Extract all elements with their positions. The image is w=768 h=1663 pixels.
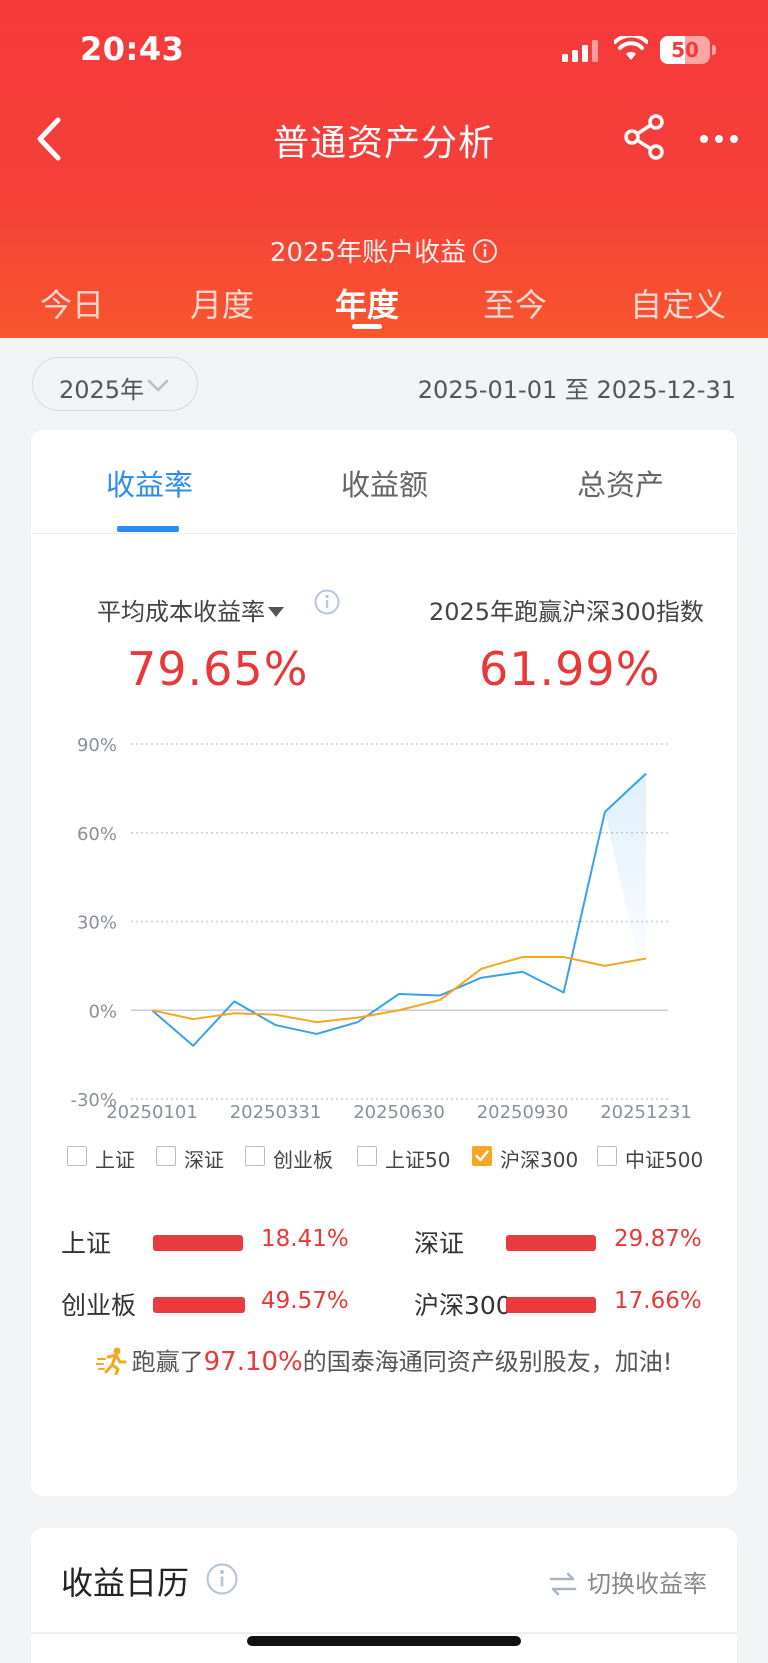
info-icon[interactable] bbox=[313, 588, 341, 616]
date-range: 2025-01-01 至 2025-12-31 bbox=[417, 376, 736, 404]
return-card: 收益率 收益额 总资产 平均成本收益率 2025年跑赢沪深300指数 79.65… bbox=[31, 430, 737, 1496]
page-title: 普通资产分析 bbox=[272, 123, 495, 164]
legend-label: 沪深300 bbox=[500, 1148, 579, 1172]
header: 20:43 50 普通资产分析 bbox=[0, 0, 768, 338]
period-tabs: 今日 月度 年度 至今 自定义 bbox=[0, 280, 768, 338]
beat-percent: 97.10% bbox=[203, 1347, 303, 1377]
metric-tabs: 收益率 收益额 总资产 bbox=[31, 430, 737, 534]
beat-prefix: 跑赢了 bbox=[131, 1348, 204, 1376]
index-return-row: 上证 18.41% bbox=[61, 1220, 361, 1260]
tab-return-rate[interactable]: 收益率 bbox=[106, 468, 194, 502]
beat-hs300-label: 2025年跑赢沪深300指数 bbox=[429, 598, 704, 626]
tab-month[interactable]: 月度 bbox=[190, 286, 255, 324]
index-name: 沪深300 bbox=[414, 1291, 512, 1320]
checkbox[interactable] bbox=[357, 1146, 377, 1166]
year-dropdown[interactable]: 2025年 bbox=[32, 357, 198, 411]
status-bar: 20:43 50 bbox=[0, 0, 768, 96]
tab-custom[interactable]: 自定义 bbox=[630, 286, 727, 324]
battery-level: 50 bbox=[671, 38, 699, 62]
checkbox-checked[interactable] bbox=[472, 1146, 492, 1166]
index-return-row: 沪深300 17.66% bbox=[414, 1282, 714, 1322]
checkbox[interactable] bbox=[156, 1146, 176, 1166]
index-return-bar bbox=[153, 1297, 245, 1313]
status-time: 20:43 bbox=[80, 30, 185, 68]
back-button[interactable] bbox=[26, 112, 76, 162]
check-icon bbox=[475, 1150, 489, 1162]
legend-label: 上证50 bbox=[385, 1148, 451, 1172]
wifi-icon bbox=[614, 36, 648, 60]
checkbox[interactable] bbox=[67, 1146, 87, 1166]
y-tick-label: 0% bbox=[88, 1001, 117, 1022]
tab-to-date[interactable]: 至今 bbox=[483, 286, 548, 324]
account-return-subtitle: 2025年账户收益 bbox=[0, 232, 768, 269]
x-tick-label: 20250630 bbox=[353, 1102, 445, 1120]
x-tick-label: 20250331 bbox=[230, 1102, 322, 1120]
index-return-bar bbox=[506, 1235, 596, 1251]
legend-label: 上证 bbox=[95, 1148, 135, 1172]
y-tick-label: 60% bbox=[77, 824, 117, 845]
subtitle-text: 2025年账户收益 bbox=[269, 238, 467, 268]
signal-icon bbox=[562, 40, 598, 62]
avg-cost-return-value: 79.65% bbox=[127, 642, 309, 696]
index-return-value: 17.66% bbox=[614, 1288, 702, 1314]
y-tick-label: 30% bbox=[77, 913, 117, 934]
index-return-row: 创业板 49.57% bbox=[61, 1282, 361, 1322]
share-icon[interactable] bbox=[620, 112, 670, 162]
battery-icon: 50 bbox=[660, 36, 716, 64]
legend-label: 创业板 bbox=[273, 1148, 333, 1172]
info-icon[interactable] bbox=[472, 238, 498, 264]
return-line-chart: 90% 60% 30% 0% -30%20250101 20250331 20250630 2… bbox=[70, 735, 692, 1120]
index-return-bar bbox=[506, 1297, 596, 1313]
index-return-row: 深证 29.87% bbox=[414, 1220, 714, 1260]
index-return-value: 29.87% bbox=[614, 1226, 702, 1252]
avg-cost-return-selector[interactable]: 平均成本收益率 bbox=[97, 592, 285, 627]
index-legend: 上证 深证 创业板 上证50 沪深300 中证500 bbox=[67, 1142, 737, 1174]
tab-total-assets[interactable]: 总资产 bbox=[577, 468, 665, 502]
checkbox[interactable] bbox=[245, 1146, 265, 1166]
caret-down-icon bbox=[268, 607, 284, 617]
index-name: 上证 bbox=[61, 1229, 112, 1258]
index-return-value: 49.57% bbox=[261, 1288, 349, 1314]
active-tab-indicator bbox=[352, 324, 382, 329]
metric-tab-indicator bbox=[117, 526, 179, 532]
index-name: 深证 bbox=[414, 1229, 465, 1258]
home-indicator bbox=[247, 1636, 521, 1646]
nav-bar: 普通资产分析 bbox=[0, 100, 768, 180]
calendar-title: 收益日历 bbox=[61, 1564, 190, 1602]
beat-suffix: 的国泰海通同资产级别股友，加油! bbox=[302, 1348, 673, 1376]
x-tick-label: 20250930 bbox=[477, 1102, 569, 1120]
legend-label: 中证500 bbox=[625, 1148, 704, 1172]
info-icon[interactable] bbox=[205, 1562, 239, 1596]
tab-year[interactable]: 年度 bbox=[335, 286, 400, 324]
y-tick-label: -30% bbox=[70, 1090, 117, 1111]
index-return-value: 18.41% bbox=[261, 1226, 349, 1252]
avg-cost-return-label: 平均成本收益率 bbox=[97, 598, 265, 626]
hs300-return-line bbox=[151, 956, 647, 1024]
tab-today[interactable]: 今日 bbox=[40, 286, 105, 324]
tab-return-amount[interactable]: 收益额 bbox=[341, 468, 429, 502]
index-name: 创业板 bbox=[61, 1291, 137, 1320]
running-icon bbox=[95, 1347, 127, 1375]
switch-label: 切换收益率 bbox=[587, 1570, 707, 1598]
account-return-line bbox=[151, 772, 647, 1047]
beat-hs300-value: 61.99% bbox=[479, 642, 661, 696]
account-return-area bbox=[604, 773, 646, 996]
switch-return-rate-button[interactable]: 切换收益率 bbox=[549, 1564, 707, 1599]
x-tick-label: 20250101 bbox=[106, 1102, 198, 1120]
switch-icon bbox=[549, 1572, 577, 1596]
index-return-bar bbox=[153, 1235, 243, 1251]
checkbox[interactable] bbox=[597, 1146, 617, 1166]
y-tick-label: 90% bbox=[77, 735, 117, 756]
divider bbox=[31, 1632, 737, 1634]
x-tick-label: 20251231 bbox=[600, 1102, 692, 1120]
year-value: 2025年 bbox=[59, 376, 145, 404]
legend-label: 深证 bbox=[184, 1148, 224, 1172]
beat-peers-message: 跑赢了97.10%的国泰海通同资产级别股友，加油! bbox=[31, 1342, 737, 1377]
more-icon[interactable] bbox=[694, 112, 744, 162]
chevron-down-icon bbox=[147, 379, 169, 392]
